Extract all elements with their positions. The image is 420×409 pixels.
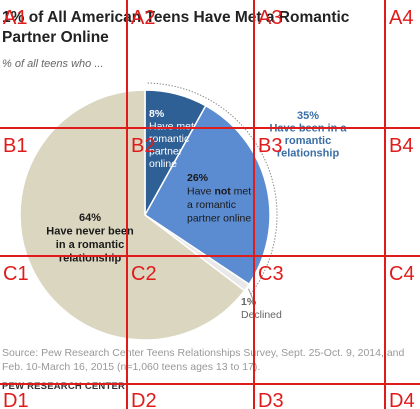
brand-label: PEW RESEARCH CENTER [2, 381, 126, 392]
source-note: Source: Pew Research Center Teens Relati… [2, 347, 405, 373]
slice-label-met-online: 8% Have met romantic partner online [149, 108, 194, 170]
pie-slice-never-relationship [19, 89, 246, 341]
chart-subtitle: % of all teens who ... [2, 58, 104, 70]
group-annotation-been-in-relationship: 35% Have been in a romantic relationship [269, 110, 347, 160]
slice-label-never-relationship: 64% Have never been in a romantic relations… [46, 212, 134, 265]
chart-title: 1% of All American Teens Have Met a Roma… [2, 9, 350, 46]
pie-slice-not-met-online [144, 104, 271, 286]
slice-label-declined: 1% Declined [241, 296, 282, 321]
slice-label-not-met-online: 26% Have not met a romantic partner online [187, 172, 251, 225]
relationship-group-outline [147, 82, 278, 296]
